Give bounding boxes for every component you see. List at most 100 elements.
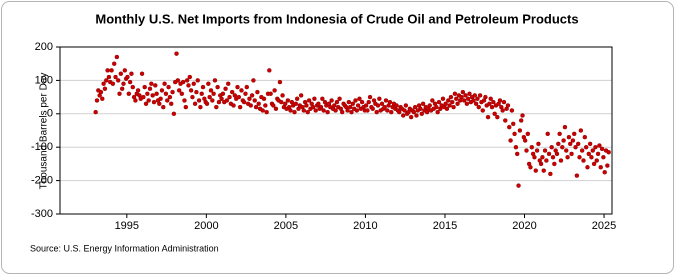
data-point: [349, 109, 354, 115]
data-point: [375, 103, 381, 108]
y-tick-label: -100: [31, 141, 53, 153]
data-point: [227, 94, 232, 100]
data-point: [465, 96, 471, 101]
data-point: [337, 96, 342, 101]
data-point: [112, 61, 117, 66]
data-point: [147, 86, 153, 91]
data-point: [515, 151, 520, 157]
data-point: [301, 108, 306, 113]
data-point: [223, 86, 228, 91]
data-point: [247, 96, 252, 101]
data-point: [353, 98, 358, 103]
data-point: [394, 103, 399, 108]
data-point: [237, 104, 243, 110]
data-point: [464, 101, 470, 106]
data-point: [310, 104, 316, 110]
data-point: [447, 103, 452, 108]
data-point: [528, 165, 533, 170]
data-point: [403, 103, 409, 108]
data-point: [475, 96, 480, 101]
data-point: [581, 158, 586, 163]
data-point: [244, 84, 249, 90]
data-point: [347, 104, 353, 110]
y-tick-label: -300: [31, 208, 53, 220]
data-point: [557, 131, 562, 137]
data-point: [268, 91, 273, 96]
data-point: [370, 106, 375, 111]
data-point: [590, 148, 595, 153]
data-point: [483, 94, 488, 100]
data-point: [377, 96, 382, 101]
data-point: [408, 114, 414, 120]
data-point: [511, 121, 516, 127]
data-point: [561, 138, 566, 143]
data-point: [110, 81, 116, 86]
data-point: [176, 88, 182, 93]
data-point: [411, 109, 417, 115]
data-point: [115, 78, 121, 83]
x-tick-label: 2020: [512, 220, 536, 232]
data-point: [194, 89, 199, 95]
data-point: [129, 71, 134, 76]
data-point: [163, 91, 169, 96]
plot-area: [59, 46, 613, 215]
data-point: [101, 81, 106, 86]
data-point: [605, 163, 610, 168]
data-point: [414, 113, 419, 118]
data-point: [591, 161, 597, 167]
data-point: [532, 155, 537, 160]
data-point: [280, 93, 285, 98]
data-point: [568, 141, 573, 147]
data-point: [420, 101, 426, 106]
data-point: [463, 93, 468, 98]
data-point: [350, 101, 356, 106]
data-point: [190, 94, 195, 100]
data-point: [118, 71, 124, 76]
data-point: [540, 155, 545, 160]
y-tick-label: 200: [35, 41, 53, 53]
data-point: [231, 103, 236, 108]
data-point: [162, 81, 167, 86]
data-point: [586, 151, 592, 157]
data-point: [564, 148, 569, 153]
data-point: [267, 68, 272, 73]
data-point: [187, 74, 192, 80]
data-point: [214, 104, 219, 110]
data-point: [402, 108, 407, 113]
data-point: [583, 144, 589, 150]
data-point: [467, 91, 472, 96]
data-point: [461, 98, 467, 103]
data-point: [412, 104, 418, 110]
data-point: [306, 98, 312, 103]
data-point: [292, 109, 297, 115]
data-point: [188, 88, 194, 93]
data-point: [211, 91, 216, 96]
data-point: [114, 54, 120, 60]
data-point: [572, 131, 577, 137]
data-point: [165, 98, 170, 103]
data-point: [102, 86, 108, 91]
data-point: [126, 91, 132, 96]
data-point: [260, 108, 265, 113]
x-tick-label: 2010: [353, 220, 377, 232]
data-point: [252, 98, 257, 103]
data-point: [357, 96, 362, 101]
data-point: [106, 74, 112, 80]
data-point: [594, 158, 599, 163]
data-point: [143, 101, 149, 106]
data-point: [154, 91, 159, 96]
data-point: [264, 109, 269, 115]
data-point: [340, 109, 345, 115]
data-point: [166, 84, 171, 90]
data-point: [500, 108, 505, 113]
data-point: [606, 150, 611, 155]
data-point: [239, 88, 244, 93]
y-tick-label: 0: [47, 108, 53, 120]
data-point: [206, 81, 211, 86]
data-point: [113, 74, 118, 80]
data-point: [249, 93, 255, 98]
data-point: [546, 151, 552, 157]
data-point: [477, 93, 483, 98]
x-tick-label: 2025: [592, 220, 616, 232]
x-tick-label: 2000: [194, 220, 218, 232]
